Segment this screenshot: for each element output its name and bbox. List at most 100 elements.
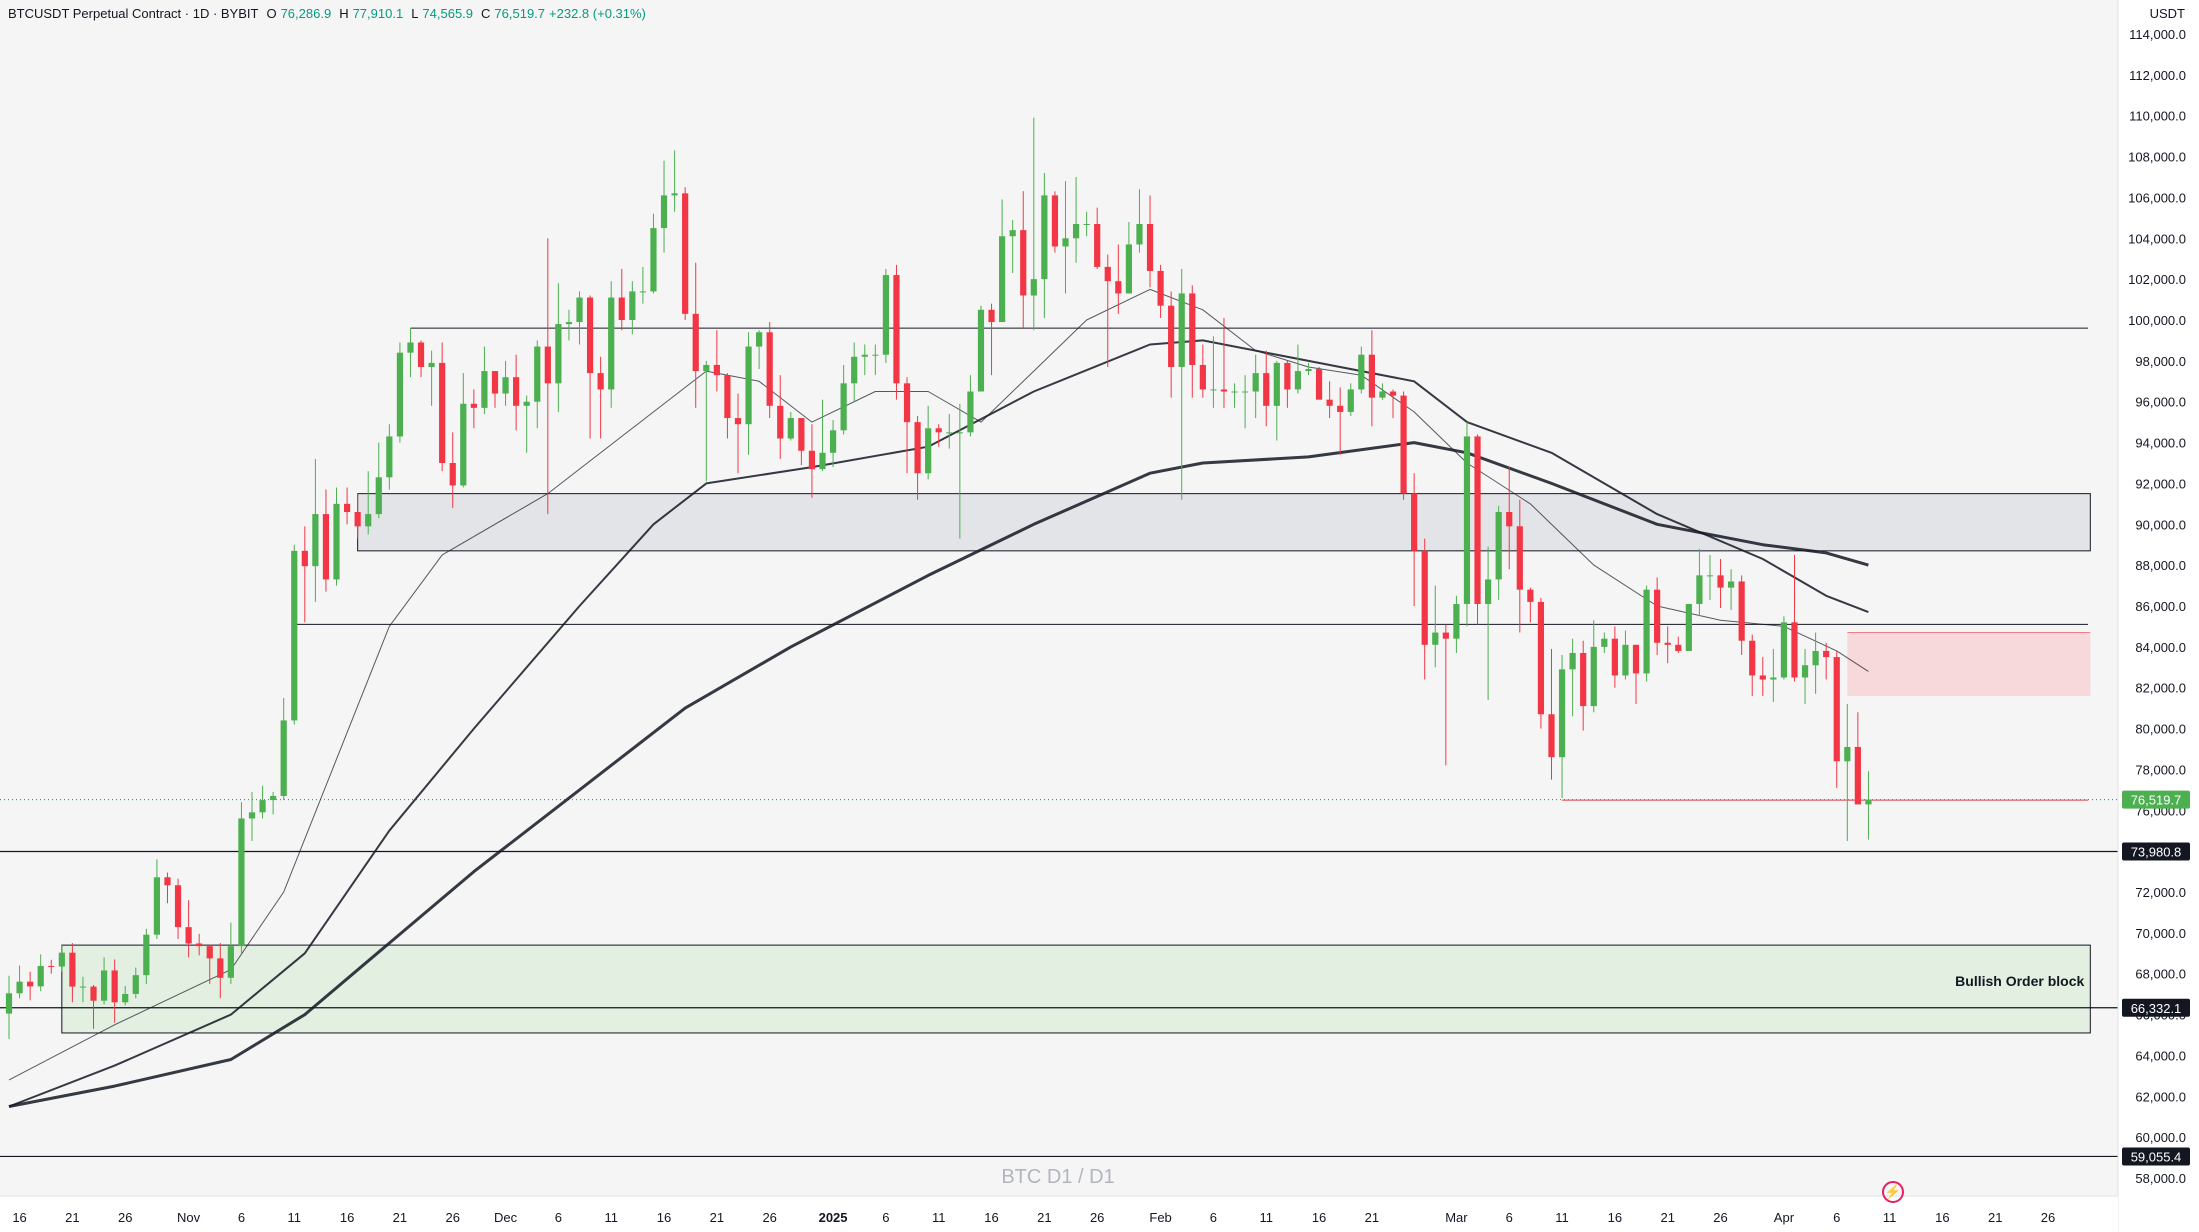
time-tick-label: Dec [494, 1210, 518, 1225]
candle-up [629, 281, 636, 335]
candle-up [1844, 704, 1851, 841]
price-tick-label: 70,000.0 [2135, 926, 2186, 941]
time-tick-label: 11 [1883, 1210, 1897, 1225]
candle-down [513, 354, 520, 431]
price-tick-label: 94,000.0 [2135, 436, 2186, 451]
candle-up [576, 291, 583, 345]
currency-label[interactable]: USDT [2149, 6, 2185, 21]
candle-body [1833, 657, 1840, 762]
candle-down [808, 424, 816, 498]
close-label: C [481, 6, 491, 21]
candle-body [787, 418, 794, 439]
candle-body [766, 332, 773, 406]
candle-up [396, 342, 404, 443]
price-tick-label: 112,000.0 [2129, 68, 2186, 83]
candle-up [460, 373, 467, 488]
candle-up [143, 928, 150, 984]
candle-body [217, 958, 224, 978]
time-tick-label: 6 [1210, 1210, 1217, 1225]
price-tick-label: 102,000.0 [2128, 272, 2186, 287]
time-tick-label: 26 [762, 1210, 776, 1225]
candle-body [1580, 652, 1587, 707]
candle-up [1273, 360, 1280, 441]
candle-body [90, 986, 97, 1001]
time-tick-label: 26 [445, 1210, 459, 1225]
candle-body [270, 795, 277, 801]
candle-body [1146, 223, 1154, 271]
candle-up [16, 965, 23, 999]
candle-body [1442, 632, 1449, 639]
candle-up [671, 150, 678, 212]
levels-layer [0, 327, 2118, 1158]
candle-body [69, 952, 76, 987]
candle-down [544, 238, 551, 515]
candle-body [1632, 644, 1640, 674]
candle-down [1749, 634, 1756, 696]
candle-up [291, 544, 298, 725]
time-tick-label: 21 [1660, 1210, 1674, 1225]
price-axis[interactable]: 58,000.060,000.062,000.064,000.066,000.0… [2117, 0, 2199, 1232]
candle-body [1685, 603, 1692, 651]
candle-down [597, 356, 604, 439]
candle-up [502, 360, 509, 406]
candle-up [37, 954, 44, 992]
time-tick-label: 11 [604, 1210, 618, 1225]
candle-body [1865, 799, 1872, 805]
candle-body [322, 514, 330, 580]
candle-down [1833, 650, 1840, 788]
candle-body [1569, 652, 1576, 670]
candle-up [1030, 117, 1037, 331]
candle-up [861, 344, 868, 376]
candle-down [914, 416, 921, 500]
candle-up [555, 283, 562, 412]
candle-down [1791, 554, 1798, 682]
time-tick-label: 6 [555, 1210, 562, 1225]
candle-body [1157, 270, 1164, 306]
candle-up [1242, 375, 1249, 429]
time-tick-label: 11 [1555, 1210, 1569, 1225]
candle-down [69, 943, 76, 1003]
candle-body [1601, 638, 1608, 647]
symbol-title[interactable]: BTCUSDT Perpetual Contract · 1D · BYBIT [8, 6, 259, 21]
candle-body [534, 346, 541, 402]
time-tick-label: 6 [238, 1210, 245, 1225]
candle-body [608, 297, 615, 390]
candle-up [999, 199, 1006, 323]
time-tick-label: 21 [1365, 1210, 1379, 1225]
candle-body [1854, 746, 1861, 805]
candle-up [270, 791, 277, 815]
candle-down [1284, 360, 1291, 408]
candle-body [1358, 354, 1365, 390]
time-axis[interactable]: 16 21 26 Nov 6 11 16 21 26 Dec 6 11 16 21 26 2025 6 11 16 2… [0, 1195, 2118, 1232]
candle-down [491, 371, 499, 408]
candle-body [713, 364, 720, 376]
candle-body [946, 432, 953, 434]
candle-body [629, 291, 636, 320]
candle-body [122, 993, 129, 1003]
price-tick-label: 82,000.0 [2135, 681, 2186, 696]
candle-down [1020, 191, 1027, 329]
candle-up [1125, 221, 1132, 294]
price-tick-label: 68,000.0 [2135, 967, 2186, 982]
candle-body [1115, 281, 1122, 294]
candle-body [618, 297, 625, 320]
candle-up [1083, 211, 1090, 237]
candle-body [851, 356, 858, 384]
candle-body [185, 927, 192, 944]
candle-body [513, 377, 520, 406]
candle-body [491, 371, 499, 394]
candle-down [1115, 244, 1122, 314]
candle-up [1453, 595, 1460, 653]
candle-up [660, 160, 668, 253]
price-tick-label: 96,000.0 [2135, 395, 2186, 410]
candle-up [1590, 620, 1597, 713]
candle-down [1548, 648, 1555, 780]
last-price-tag: 76,519.7 [2131, 793, 2182, 808]
lightning-icon[interactable]: ⚡ [1882, 1181, 1904, 1203]
candle-down [893, 264, 900, 400]
time-tick-label: 16 [340, 1210, 354, 1225]
candle-body [143, 934, 150, 976]
candle-down [48, 959, 55, 974]
